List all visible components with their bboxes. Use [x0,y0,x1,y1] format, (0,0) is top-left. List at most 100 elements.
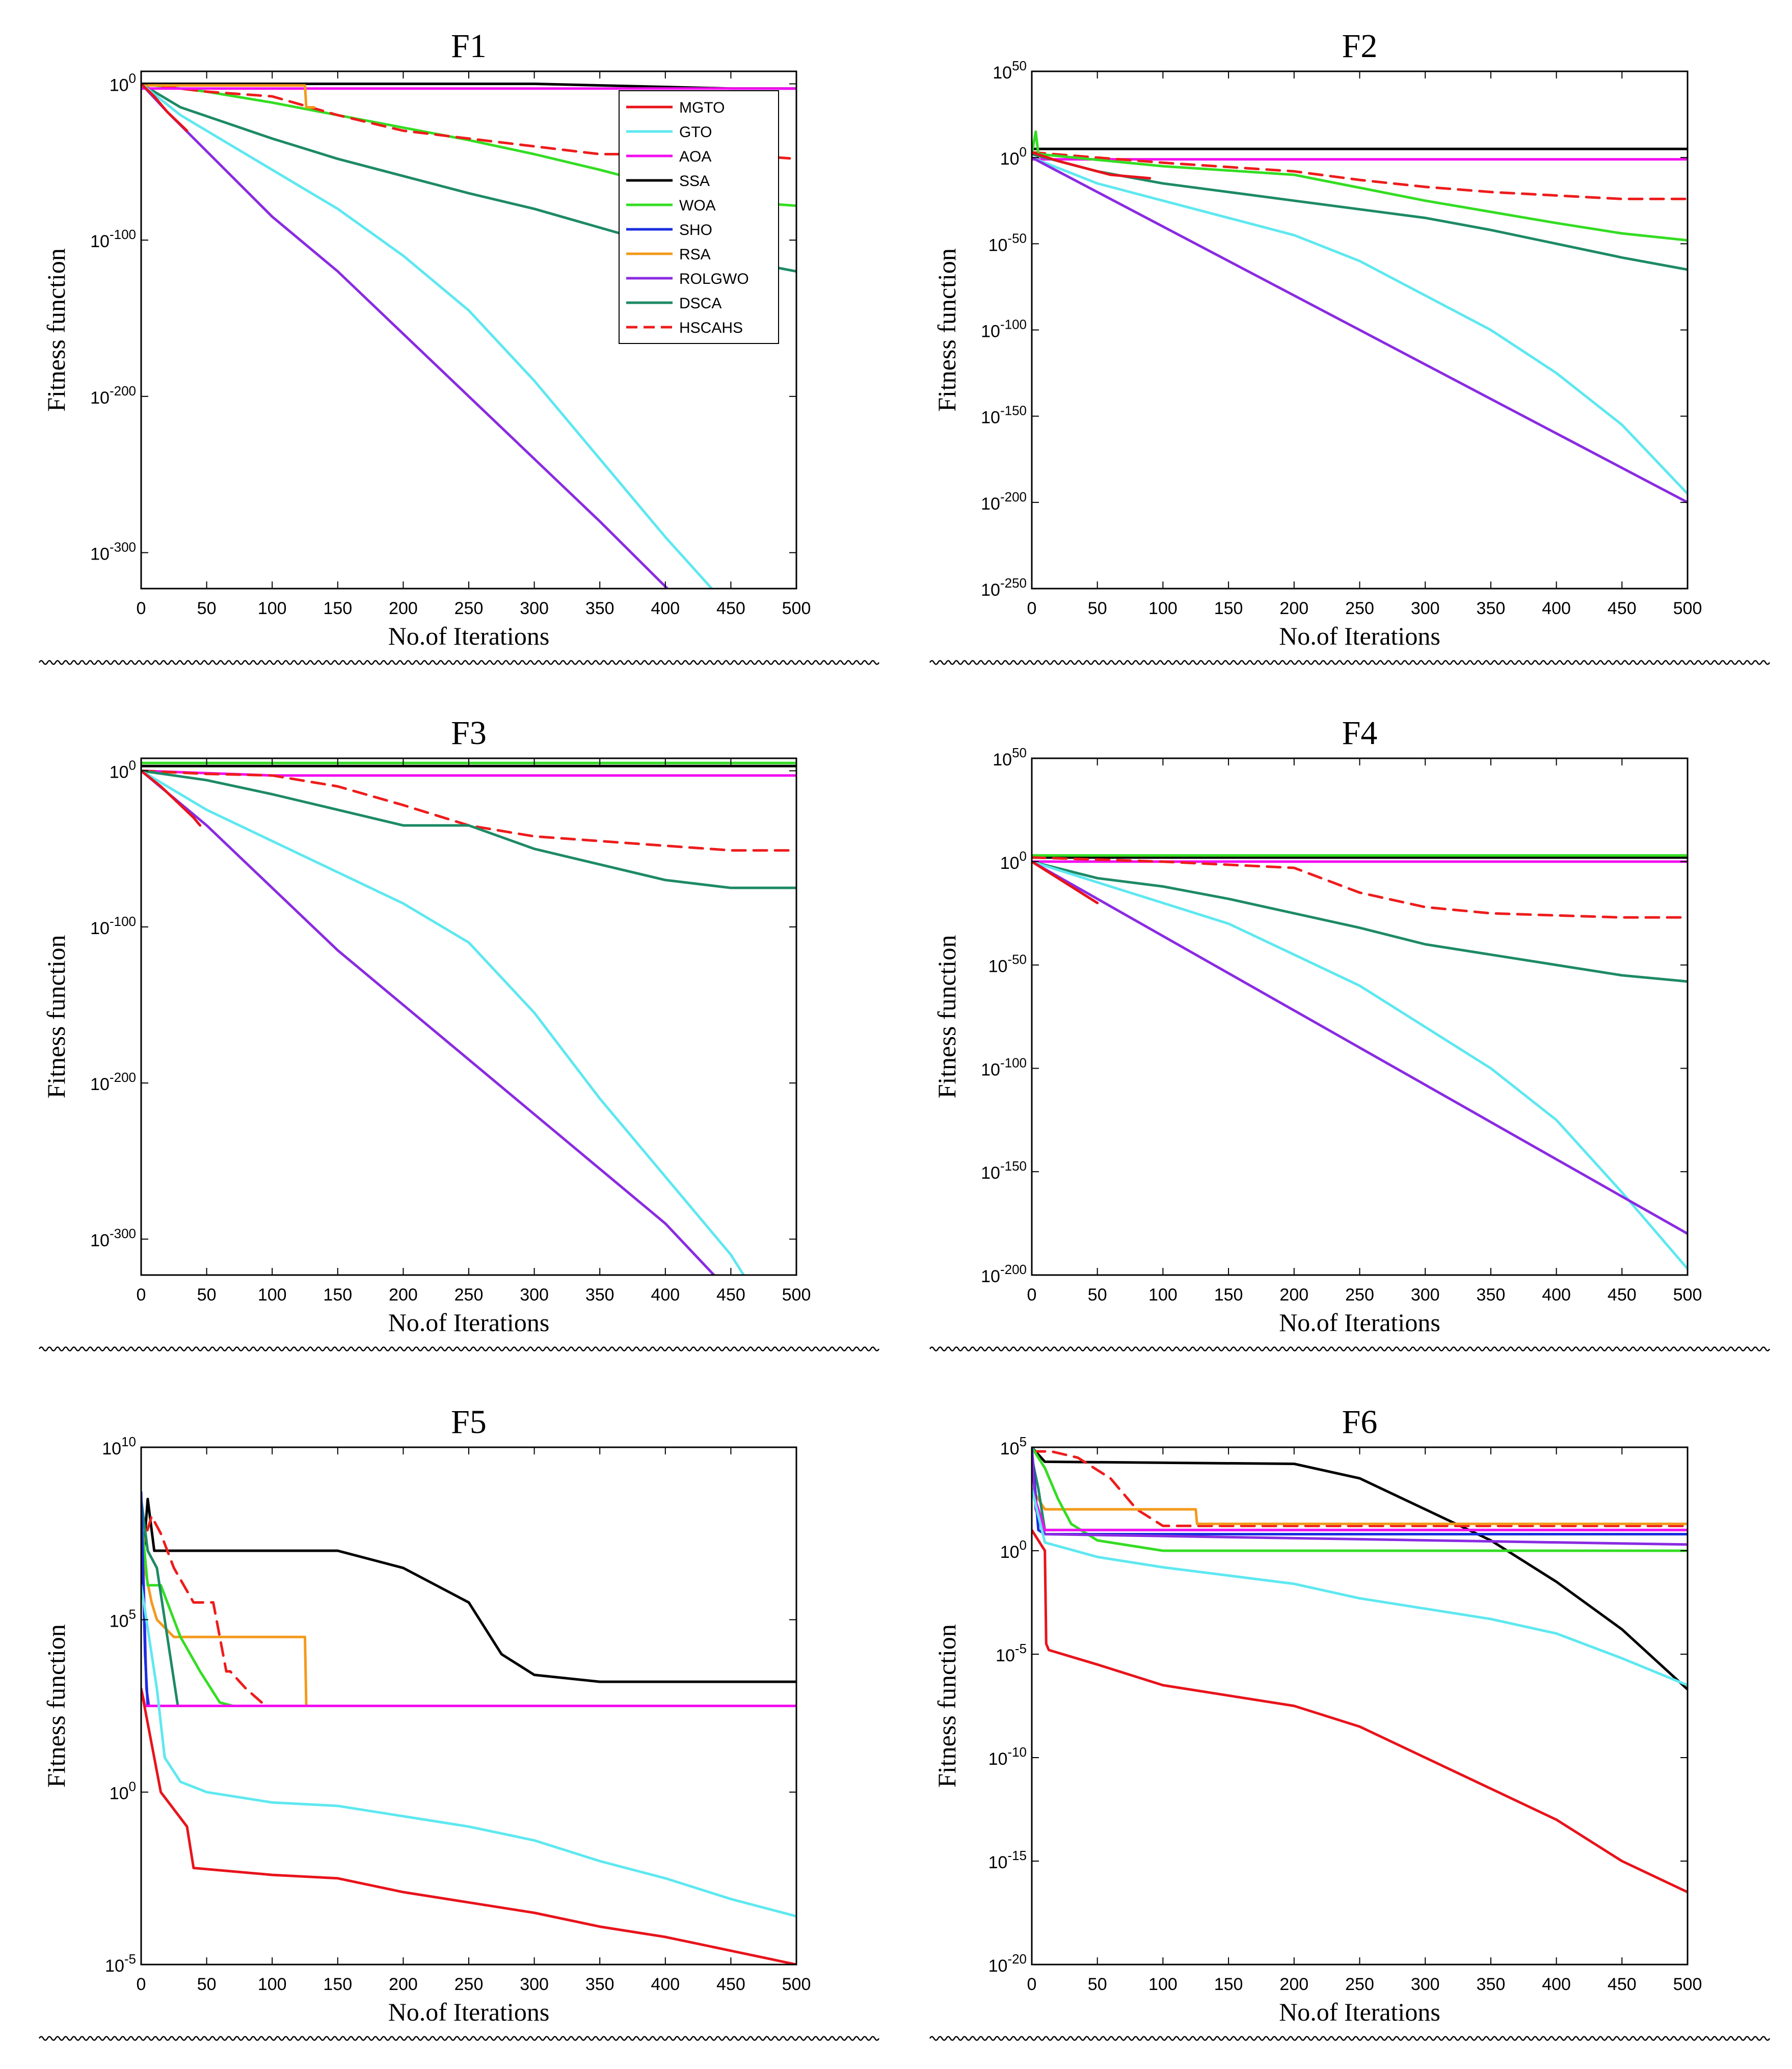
x-tick-label: 0 [137,599,146,618]
y-axis-label: Fitness function [932,935,961,1099]
y-tick-label: 10-100 [981,1055,1027,1079]
x-tick-label: 200 [1279,1285,1308,1305]
x-tick-label: 50 [197,1285,217,1305]
x-tick-label: 500 [782,1975,811,1994]
x-tick-label: 400 [1542,599,1571,618]
panel-divider [38,660,880,665]
y-axis-label: Fitness function [932,1624,961,1788]
series-group [141,83,796,589]
x-tick-label: 250 [454,1285,484,1305]
x-tick-label: 200 [389,599,418,618]
series-rolgwo [141,1515,796,1707]
panel-divider [929,1346,1771,1351]
series-mgto [1032,151,1152,180]
x-tick-label: 300 [520,599,549,618]
x-tick-label: 200 [1279,599,1308,618]
series-rsa [1032,1487,1688,1525]
legend-label-aoa: AOA [679,148,711,165]
x-axis-label: No.of Iterations [388,622,550,650]
x-tick-label: 300 [1411,1975,1440,1994]
series-dsca [1032,860,1688,983]
y-tick-label: 10-50 [988,230,1027,255]
y-tick-label: 1050 [993,745,1027,770]
series-sho [1032,1447,1688,1535]
y-tick-label: 10-300 [90,1226,136,1251]
panel-divider [38,1346,880,1351]
x-tick-label: 500 [1673,1285,1702,1305]
y-tick-label: 100 [110,1779,136,1803]
x-tick-label: 250 [1345,1975,1374,1994]
x-tick-label: 300 [1411,1285,1440,1305]
series-gto [141,1584,796,1918]
x-tick-label: 500 [782,1285,811,1305]
y-tick-label: 10-50 [988,952,1027,976]
series-ssa [141,1498,796,1683]
series-mgto [141,83,189,132]
series-aoa [141,1687,796,1707]
legend-label-rolgwo: ROLGWO [679,271,749,287]
x-tick-label: 100 [258,1975,287,1994]
legend-label-mgto: MGTO [679,99,725,116]
x-tick-label: 400 [1542,1975,1571,1994]
series-ssa [1032,1447,1688,1691]
series-hscahs [141,1515,796,1707]
x-tick-label: 150 [1214,1285,1243,1305]
series-woa [141,1515,796,1707]
x-tick-label: 500 [782,599,811,618]
series-rolgwo [1032,156,1688,504]
x-tick-label: 250 [1345,599,1374,618]
x-tick-label: 350 [1477,599,1506,618]
series-gto [1032,156,1688,495]
x-tick-label: 350 [585,1975,614,1994]
legend: MGTO GTO AOA SSA WOA SHO RSA ROLGWO DSCA HSCAHS [619,90,779,344]
x-tick-label: 300 [520,1285,549,1305]
series-hscahs [141,83,796,161]
subplot-f5: F5 0 50 100 150 200 250 300 350 400 450 500 1010 105 1… [38,1403,880,2041]
series-gto [1032,860,1688,1270]
x-tick-label: 50 [1088,1975,1107,1994]
x-tick-label: 350 [585,1285,614,1305]
y-axis-label: Fitness function [932,248,961,412]
x-tick-label: 200 [389,1285,418,1305]
chart-title: F1 [451,28,487,65]
y-tick-label: 10-200 [90,1070,136,1094]
x-tick-label: 0 [1027,1975,1037,1994]
series-dsca [1032,152,1688,271]
x-tick-label: 250 [1345,1285,1374,1305]
x-axis-label: No.of Iterations [1279,1308,1440,1337]
y-tick-label: 100 [110,71,136,95]
y-tick-label: 10-300 [90,539,136,564]
legend-label-gto: GTO [679,124,712,141]
series-dsca [141,770,796,889]
y-tick-label: 10-200 [90,383,136,408]
y-tick-label: 10-250 [981,575,1027,600]
x-tick-label: 350 [585,599,614,618]
x-tick-label: 50 [197,599,217,618]
legend-label-rsa: RSA [679,246,711,263]
x-tick-label: 100 [258,1285,287,1305]
y-tick-label: 100 [1000,1537,1027,1562]
x-axis-label: No.of Iterations [388,1998,550,2026]
x-tick-label: 200 [389,1975,418,1994]
series-group [1032,1447,1688,1894]
x-axis-label: No.of Iterations [1279,622,1440,650]
x-tick-label: 400 [1542,1285,1571,1305]
series-hscahs [1032,1450,1688,1527]
x-axis-label: No.of Iterations [388,1308,550,1337]
y-tick-label: 10-150 [981,1158,1027,1183]
y-axis-label: Fitness function [42,248,70,412]
x-tick-label: 0 [1027,1285,1037,1305]
x-tick-label: 150 [1214,1975,1243,1994]
series-group [141,1491,796,1965]
x-tick-label: 300 [520,1975,549,1994]
axes-box [140,757,797,1276]
x-tick-label: 350 [1477,1975,1506,1994]
x-tick-label: 250 [454,1975,484,1994]
y-tick-label: 10-100 [90,914,136,938]
series-group [141,761,796,1275]
x-axis-label: No.of Iterations [1279,1998,1440,2026]
x-tick-label: 100 [1148,599,1178,618]
panel-divider [929,2036,1771,2041]
y-tick-label: 10-200 [981,1262,1027,1286]
y-tick-label: 100 [1000,144,1027,169]
